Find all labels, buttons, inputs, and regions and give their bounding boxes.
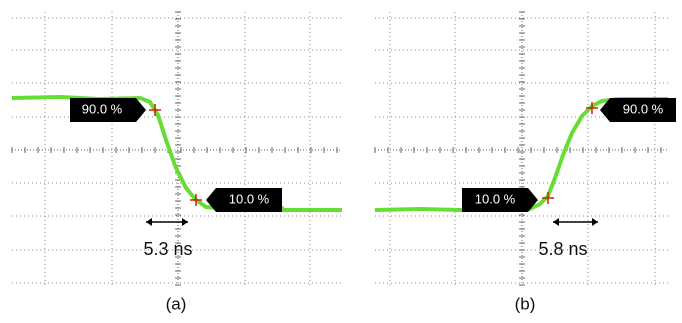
marker-label: 90.0 % [623,101,664,116]
arrow-head [592,218,598,226]
measure-arrow [146,218,188,226]
measurement: 5.8 ns [538,239,587,259]
waveform [12,97,342,210]
marker-lower: 10.0 % [190,188,282,212]
marker-label: 10.0 % [229,191,270,206]
marker-lower: 10.0 % [462,188,554,212]
caption: (a) [166,294,187,313]
measurement: 5.3 ns [143,239,192,259]
arrow-head [182,218,188,226]
marker-label: 10.0 % [475,191,516,206]
scope-grid [375,12,668,285]
caption: (b) [515,294,536,313]
arrow-head [553,218,559,226]
measure-arrow [553,218,598,226]
arrow-head [146,218,152,226]
marker-label: 90.0 % [82,101,123,116]
figure: 90.0 % 10.0 % 5.3 ns (a) 10.0 % 90.0 % 5… [0,0,682,323]
